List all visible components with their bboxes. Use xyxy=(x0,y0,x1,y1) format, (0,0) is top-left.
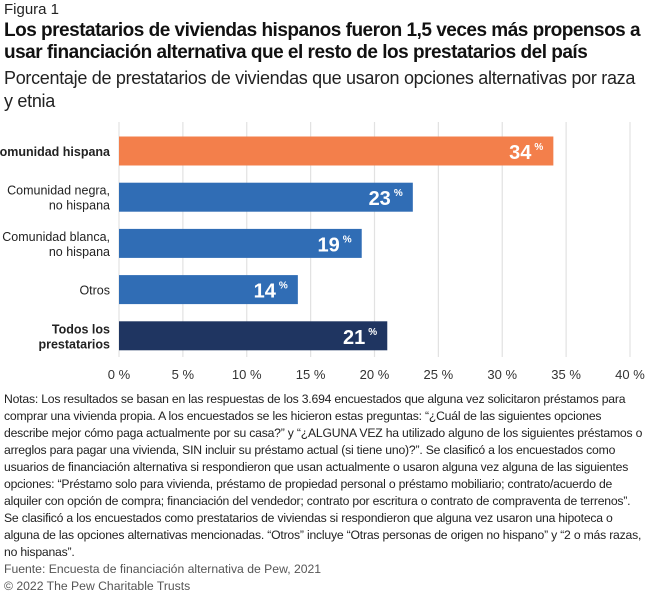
bar-value-label: 34 xyxy=(509,142,532,164)
bar-value-label: 21 xyxy=(343,327,365,349)
bar-chart: 0 % 5 % 10 % 15 % 20 % 25 % 30 % 35 % 40 % 34 % Com… xyxy=(0,122,645,382)
bar-value-suffix: % xyxy=(394,188,403,199)
chart-area: 0 % 5 % 10 % 15 % 20 % 25 % 30 % 35 % 40 % 34% Com… xyxy=(0,117,646,387)
bar xyxy=(119,228,362,258)
x-tick-label: 5 % xyxy=(172,367,195,382)
category-label: Comunidad hispana xyxy=(0,145,111,159)
x-tick-label: 10 % xyxy=(232,367,262,382)
category-label: prestatarios xyxy=(38,337,110,351)
bar xyxy=(119,321,388,351)
bar xyxy=(119,136,554,166)
notes: Notas: Los resultados se basan en las re… xyxy=(4,392,643,559)
bar-value-label: 23 xyxy=(369,188,391,210)
bar-value-suffix: % xyxy=(368,327,377,338)
bar-value-suffix: % xyxy=(279,281,288,292)
category-label: no hispana xyxy=(49,199,110,213)
x-tick-label: 20 % xyxy=(360,367,390,382)
x-tick-label: 35 % xyxy=(551,367,581,382)
figure-label: Figura 1 xyxy=(4,1,60,18)
copyright: © 2022 The Pew Charitable Trusts xyxy=(4,579,191,593)
bar-value-suffix: % xyxy=(534,142,543,153)
x-tick-label: 15 % xyxy=(296,367,326,382)
source: Fuente: Encuesta de financiación alterna… xyxy=(4,562,322,576)
bar-value-label: 14 xyxy=(254,281,277,303)
x-tick-label: 0 % xyxy=(108,367,131,382)
bar xyxy=(119,182,413,212)
category-label: Comunidad blanca, xyxy=(2,230,110,244)
category-label: Otros xyxy=(79,284,110,298)
chart-title: Los prestatarios de viviendas hispanos f… xyxy=(4,20,641,63)
chart-subtitle: Porcentaje de prestatarios de viviendas … xyxy=(4,68,636,111)
category-label: Todos los xyxy=(52,322,110,336)
x-tick-label: 25 % xyxy=(424,367,454,382)
category-label: no hispana xyxy=(49,245,110,259)
x-tick-label: 40 % xyxy=(615,367,645,382)
bar-value-suffix: % xyxy=(343,234,352,245)
category-label: Comunidad negra, xyxy=(7,184,110,198)
bar xyxy=(119,275,298,305)
bar-value-label: 19 xyxy=(317,234,339,256)
x-tick-label: 30 % xyxy=(487,367,517,382)
